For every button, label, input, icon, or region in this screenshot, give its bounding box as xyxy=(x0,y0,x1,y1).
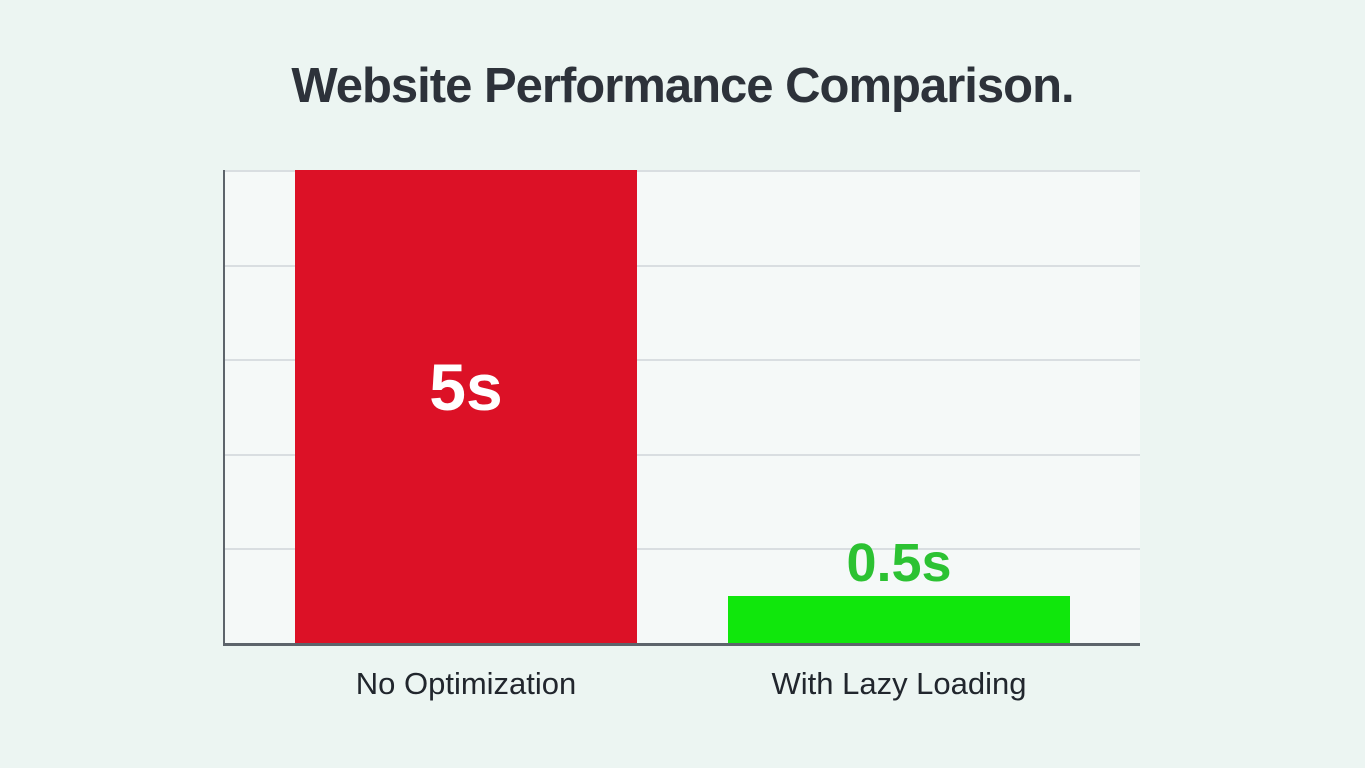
y-axis-line xyxy=(223,170,225,643)
gridline xyxy=(225,359,1140,362)
gridline xyxy=(225,264,1140,267)
value-label-with-lazy-loading: 0.5s xyxy=(846,533,952,593)
gridline xyxy=(225,170,1140,172)
value-label-no-optimization: 5s xyxy=(429,350,503,424)
bar-group-no-optimization: 5s xyxy=(295,170,637,643)
bar-group-with-lazy-loading: 0.5s xyxy=(728,170,1070,643)
plot-area: 5s 0.5s xyxy=(223,170,1140,646)
chart-title: Website Performance Comparison. xyxy=(291,59,1074,113)
x-axis-line xyxy=(223,643,1140,646)
bar-with-lazy-loading xyxy=(728,595,1070,643)
category-label-no-optimization: No Optimization xyxy=(355,666,577,701)
category-label-with-lazy-loading: With Lazy Loading xyxy=(771,666,1027,701)
gridline xyxy=(225,453,1140,456)
gridline xyxy=(225,548,1140,551)
bar-no-optimization xyxy=(295,170,637,643)
